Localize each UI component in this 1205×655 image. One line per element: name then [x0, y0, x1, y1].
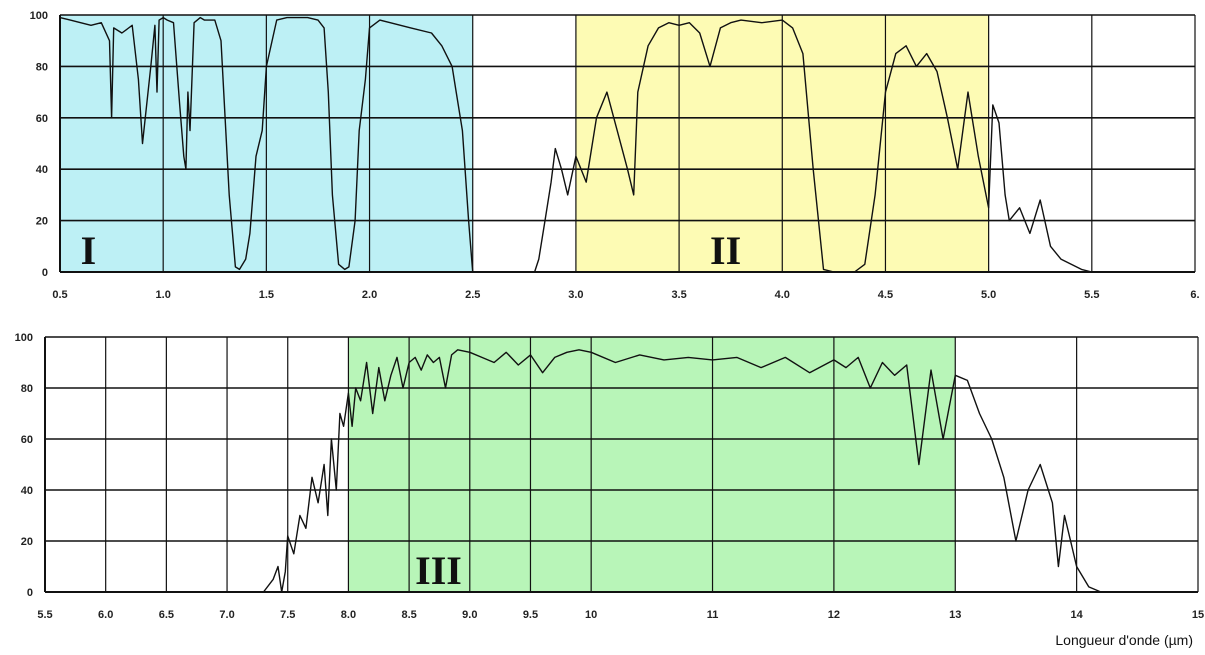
x-tick-label: 3.5 [671, 289, 686, 301]
x-tick-label: 1.0 [156, 289, 171, 301]
x-tick-label: 2.5 [465, 289, 480, 301]
x-tick-label: 4.5 [878, 289, 893, 301]
band-label-III: III [415, 548, 462, 593]
x-tick-label: 12 [828, 609, 840, 621]
y-tick-label: 60 [21, 434, 33, 446]
y-tick-label: 80 [36, 61, 48, 73]
x-tick-label: 1.5 [259, 289, 274, 301]
x-tick-label: 5.5 [37, 609, 52, 621]
x-tick-label: 13 [949, 609, 961, 621]
x-tick-label: 9.5 [523, 609, 538, 621]
y-tick-label: 60 [36, 113, 48, 125]
x-tick-label: 3.0 [568, 289, 583, 301]
x-tick-label: 2.0 [362, 289, 377, 301]
x-tick-label: 11 [707, 609, 719, 621]
y-tick-label: 40 [36, 164, 48, 176]
y-tick-label: 40 [21, 485, 33, 497]
x-axis-label: Longueur d'onde (µm) [1055, 632, 1193, 648]
band-III [348, 337, 956, 592]
y-tick-label: 100 [15, 332, 33, 344]
x-tick-label: 0.5 [52, 289, 67, 301]
panel-top: I II0.5 1.0 1.5 2.0 2.5 3.0 3.5 4.0 4.5 5.0 5.5 6.02… [30, 10, 1200, 301]
y-tick-label: 100 [30, 10, 48, 22]
y-tick-label: 0 [42, 267, 48, 279]
x-tick-label: 15 [1192, 609, 1204, 621]
x-tick-label: 7.0 [219, 609, 234, 621]
y-tick-label: 20 [36, 216, 48, 228]
y-tick-label: 20 [21, 536, 33, 548]
x-tick-label: 5.0 [981, 289, 996, 301]
x-tick-label: 8.5 [401, 609, 416, 621]
transmission-line [45, 349, 1198, 593]
y-tick-label: 0 [27, 587, 33, 599]
x-tick-label: 10 [585, 609, 597, 621]
x-tick-label: 8.0 [341, 609, 356, 621]
panel-bottom: III 5.5 6.0 6.5 7.0 7.5 8.0 8.5 9.0 9.5 10 11 12 13 14… [15, 332, 1204, 621]
x-tick-label: 6. [1190, 289, 1199, 301]
band-label-I: I [81, 228, 97, 273]
x-tick-label: 6.0 [98, 609, 113, 621]
x-tick-label: 6.5 [159, 609, 174, 621]
x-tick-label: 4.0 [775, 289, 790, 301]
x-tick-label: 14 [1071, 609, 1084, 621]
x-tick-label: 9.0 [462, 609, 477, 621]
x-tick-label: 5.5 [1084, 289, 1099, 301]
band-label-II: II [710, 228, 741, 273]
y-tick-label: 80 [21, 383, 33, 395]
x-tick-label: 7.5 [280, 609, 295, 621]
